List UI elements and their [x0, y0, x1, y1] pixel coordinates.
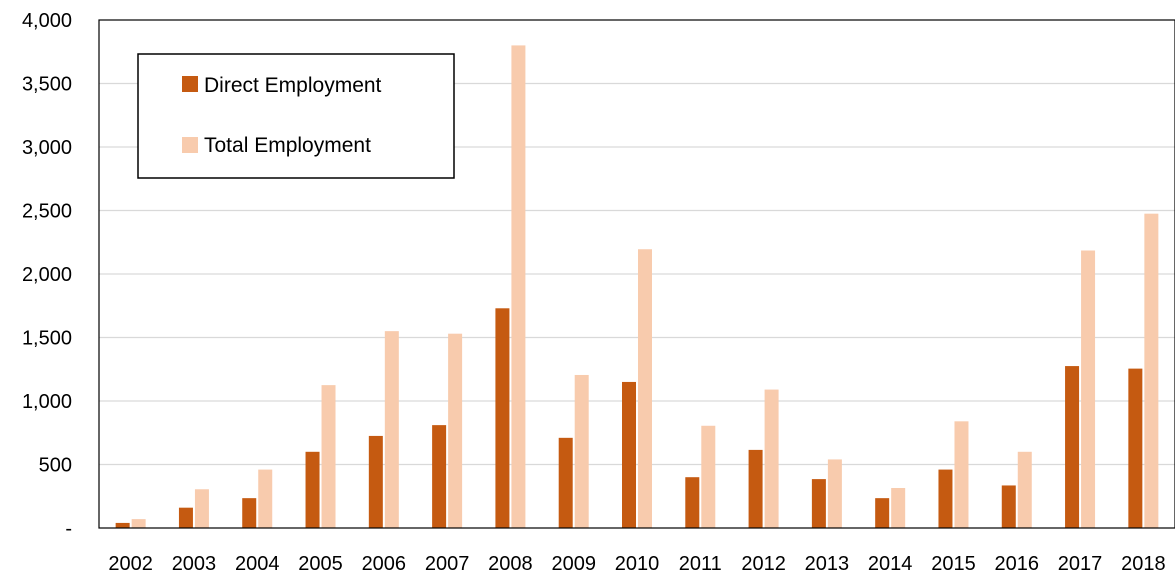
x-tick-label: 2008 [488, 553, 533, 575]
legend-swatch-total [182, 137, 198, 153]
direct-employment-bar-2010 [622, 381, 636, 528]
plot-area-border [98, 19, 1175, 529]
total-employment-bar-2005 [321, 385, 336, 528]
x-tick-label: 2009 [551, 553, 596, 575]
total-employment-bar-2007 [448, 333, 463, 528]
direct-employment-bar-2016 [1001, 485, 1016, 528]
total-employment-bar-2018 [1144, 213, 1159, 529]
legend-label-total: Total Employment [204, 134, 371, 157]
y-tick-label: - [65, 518, 72, 540]
y-tick-label: 4,000 [22, 10, 72, 32]
x-tick-label: 2010 [615, 553, 660, 575]
x-tick-label: 2014 [868, 553, 913, 575]
total-employment-bar-2006 [384, 331, 399, 528]
y-tick-label: 2,500 [22, 201, 72, 223]
x-tick-label: 2006 [362, 553, 407, 575]
x-axis-tick-labels: 2002 2003 2004 2005 2006 2007 2008 2009 2010 2011… [108, 553, 1165, 575]
x-tick-label: 2007 [425, 553, 470, 575]
direct-employment-bar-2002 [115, 522, 130, 528]
x-tick-label: 2016 [995, 553, 1040, 575]
x-tick-label: 2005 [298, 553, 343, 575]
direct-employment-bar-2006 [368, 435, 383, 528]
total-employment-bar-2017 [1081, 250, 1096, 528]
total-employment-bar-2009 [574, 374, 589, 528]
y-tick-label: 1,500 [22, 328, 72, 350]
x-tick-label: 2002 [108, 553, 153, 575]
x-tick-label: 2015 [931, 553, 976, 575]
x-tick-label: 2013 [805, 553, 850, 575]
total-employment-bar-2012 [764, 389, 779, 528]
direct-employment-bar-2014 [875, 498, 890, 528]
x-tick-label: 2003 [172, 553, 217, 575]
total-employment-bar-2014 [891, 487, 906, 528]
direct-employment-bar-2008 [495, 308, 510, 528]
direct-employment-bar-2013 [811, 479, 826, 528]
y-tick-label: 1,000 [22, 391, 72, 413]
direct-employment-bar-2003 [178, 507, 193, 528]
total-employment-bar-2003 [194, 489, 209, 528]
total-employment-bar-2015 [954, 421, 969, 528]
y-tick-label: 3,500 [22, 74, 72, 96]
total-employment-bar-2011 [701, 425, 716, 528]
legend: Direct Employment Total Employment [137, 53, 455, 179]
x-tick-label: 2017 [1058, 553, 1103, 575]
direct-employment-bar-2018 [1128, 368, 1143, 528]
legend-box [137, 53, 455, 179]
total-employment-bar-2004 [258, 469, 273, 528]
bars [115, 45, 1159, 529]
direct-employment-bar-2004 [242, 498, 257, 528]
x-tick-label: 2011 [679, 553, 722, 575]
y-tick-label: 2,000 [22, 264, 72, 286]
total-employment-bar-2008 [511, 45, 526, 529]
y-axis-tick-labels: - 500 1,000 1,500 2,000 2,500 3,000 3,500 4,000 [22, 10, 72, 540]
direct-employment-bar-2007 [432, 425, 447, 528]
y-tick-label: 3,000 [22, 137, 72, 159]
direct-employment-bar-2011 [685, 477, 700, 528]
direct-employment-bar-2005 [305, 451, 320, 528]
legend-label-direct: Direct Employment [204, 74, 382, 97]
x-tick-label: 2018 [1121, 553, 1166, 575]
total-employment-bar-2010 [638, 249, 652, 529]
direct-employment-bar-2012 [748, 449, 763, 528]
total-employment-bar-2016 [1017, 451, 1032, 528]
y-tick-label: 500 [39, 455, 72, 477]
direct-employment-bar-2009 [558, 437, 573, 528]
x-tick-label: 2004 [235, 553, 280, 575]
total-employment-bar-2002 [131, 519, 146, 528]
direct-employment-bar-2015 [938, 469, 953, 528]
x-tick-label: 2012 [741, 553, 786, 575]
total-employment-bar-2013 [827, 459, 842, 528]
legend-swatch-direct [182, 76, 198, 92]
direct-employment-bar-2017 [1065, 366, 1080, 528]
